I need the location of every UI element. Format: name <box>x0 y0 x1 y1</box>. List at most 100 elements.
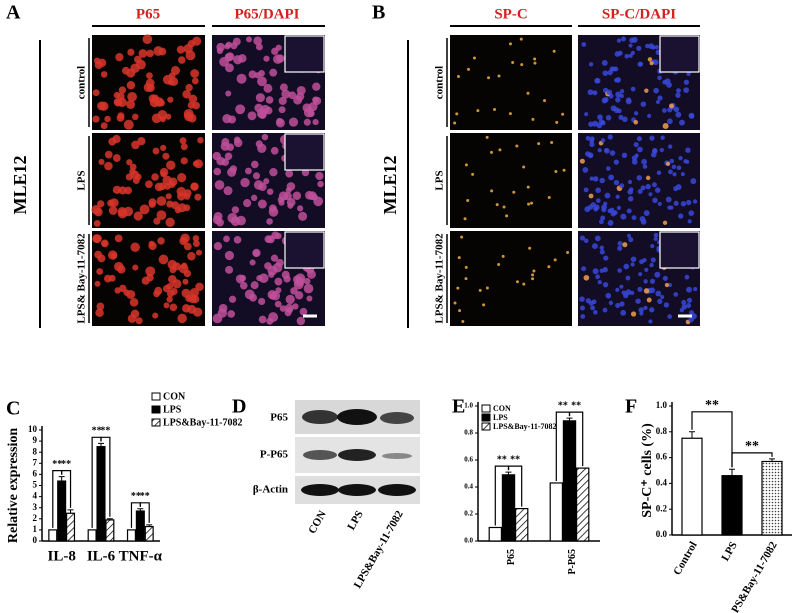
cell <box>279 305 287 312</box>
cell <box>639 216 646 222</box>
cell <box>580 314 586 319</box>
cell <box>515 144 519 148</box>
cell <box>626 233 632 238</box>
cell <box>192 235 200 242</box>
cell <box>456 74 460 78</box>
cell <box>261 133 269 141</box>
inset <box>284 35 325 73</box>
cell <box>616 38 622 43</box>
cell <box>531 273 535 277</box>
cell <box>649 262 654 268</box>
y-tick-label: 0.0 <box>656 529 668 539</box>
cell <box>680 201 687 207</box>
cell <box>294 291 304 300</box>
cell <box>464 265 468 269</box>
cell <box>616 205 621 210</box>
cell <box>662 275 668 281</box>
cell <box>599 268 604 274</box>
row-label: control <box>76 66 88 99</box>
cell <box>665 196 672 203</box>
cell <box>672 172 677 177</box>
cell <box>104 161 113 171</box>
cell <box>497 74 501 78</box>
cell-line: MLE12 <box>380 155 400 214</box>
cell <box>169 266 177 274</box>
cell <box>130 309 140 319</box>
cell <box>292 191 302 201</box>
bar <box>135 510 145 542</box>
cell <box>490 189 494 193</box>
cell <box>285 169 294 178</box>
cell <box>297 205 304 212</box>
bar <box>57 480 67 542</box>
blot-band <box>303 450 337 460</box>
cell <box>94 250 103 259</box>
cell <box>584 238 589 244</box>
cell <box>663 302 670 308</box>
cell <box>630 86 636 92</box>
significance-label: ** <box>510 454 520 465</box>
legend-label: LPS <box>163 404 182 415</box>
cell <box>628 237 634 243</box>
cell <box>311 193 318 201</box>
cell <box>303 283 314 294</box>
significance-bracket <box>731 452 773 468</box>
cell <box>618 114 624 120</box>
cell <box>315 171 324 181</box>
cell <box>92 115 100 123</box>
cell <box>647 57 653 62</box>
cell <box>216 42 225 52</box>
cell <box>668 144 673 149</box>
cell <box>640 101 647 107</box>
cell <box>643 210 650 216</box>
cell <box>166 289 175 298</box>
significance-label: ** <box>705 398 719 413</box>
cell <box>183 269 192 278</box>
y-tick-label: 0.2 <box>464 510 473 518</box>
cell <box>113 98 121 106</box>
cell <box>604 192 611 199</box>
y-axis-label: Relative expression <box>6 428 21 543</box>
y-tick-label: 6 <box>33 468 38 478</box>
cell <box>478 288 482 292</box>
cell <box>142 34 153 45</box>
cell <box>178 56 186 64</box>
cell <box>192 36 202 46</box>
cell <box>646 297 652 303</box>
micrograph <box>450 133 572 228</box>
row-label: LPS <box>434 170 446 190</box>
cell <box>268 271 275 278</box>
cell <box>609 66 615 72</box>
y-tick-label: 2 <box>33 513 38 523</box>
cell <box>596 198 601 203</box>
cell <box>132 264 139 271</box>
cell <box>598 219 604 225</box>
micrograph <box>92 34 205 130</box>
cell <box>264 235 273 244</box>
cell <box>263 178 270 185</box>
significance-label: ** <box>497 454 507 465</box>
cell <box>230 216 241 227</box>
cell <box>126 81 136 90</box>
cell <box>93 220 101 227</box>
cell <box>615 77 622 83</box>
cell <box>678 213 684 219</box>
cell <box>177 192 186 201</box>
cell <box>688 112 695 119</box>
cell <box>498 148 502 152</box>
bar <box>761 460 783 536</box>
cell <box>257 76 267 87</box>
cell <box>651 45 656 50</box>
micrograph-bg <box>450 133 572 228</box>
cell <box>276 54 285 63</box>
cell <box>588 153 593 159</box>
cell <box>683 79 690 85</box>
y-tick-label: 1.0 <box>656 400 668 410</box>
blot-label: P65 <box>270 412 288 424</box>
cell <box>607 208 612 214</box>
cell <box>168 275 177 284</box>
blot-band <box>338 449 376 461</box>
cell <box>597 148 602 153</box>
cell <box>163 302 170 309</box>
cell <box>288 117 299 127</box>
